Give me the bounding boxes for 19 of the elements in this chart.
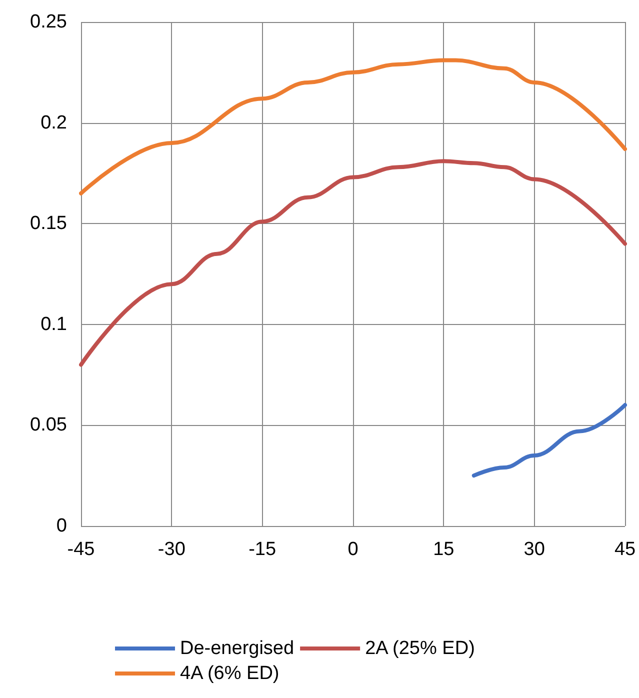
y-tick-label: 0.1 <box>40 314 67 335</box>
x-tick-label: -15 <box>248 539 276 560</box>
legend-label: 2A (25% ED) <box>365 638 475 659</box>
line-series <box>472 403 627 478</box>
x-tick-label: -30 <box>158 539 186 560</box>
y-tick-label: 0.25 <box>30 12 67 32</box>
y-tick-label: 0.05 <box>30 414 67 436</box>
x-tick-label: 15 <box>433 539 454 560</box>
x-tick-label: 0 <box>348 539 358 560</box>
x-tick-label: 45 <box>614 539 636 560</box>
y-tick-label: 0.15 <box>30 213 67 234</box>
line-series <box>79 58 627 196</box>
y-tick-label: 0.2 <box>40 112 67 134</box>
legend-label: 4A (6% ED) <box>180 663 280 684</box>
legend-label: De-energised <box>180 638 294 659</box>
line-series <box>79 159 627 367</box>
x-tick-label: -45 <box>67 539 95 560</box>
y-tick-label: 0 <box>56 516 67 536</box>
x-tick-label: 30 <box>524 539 545 560</box>
